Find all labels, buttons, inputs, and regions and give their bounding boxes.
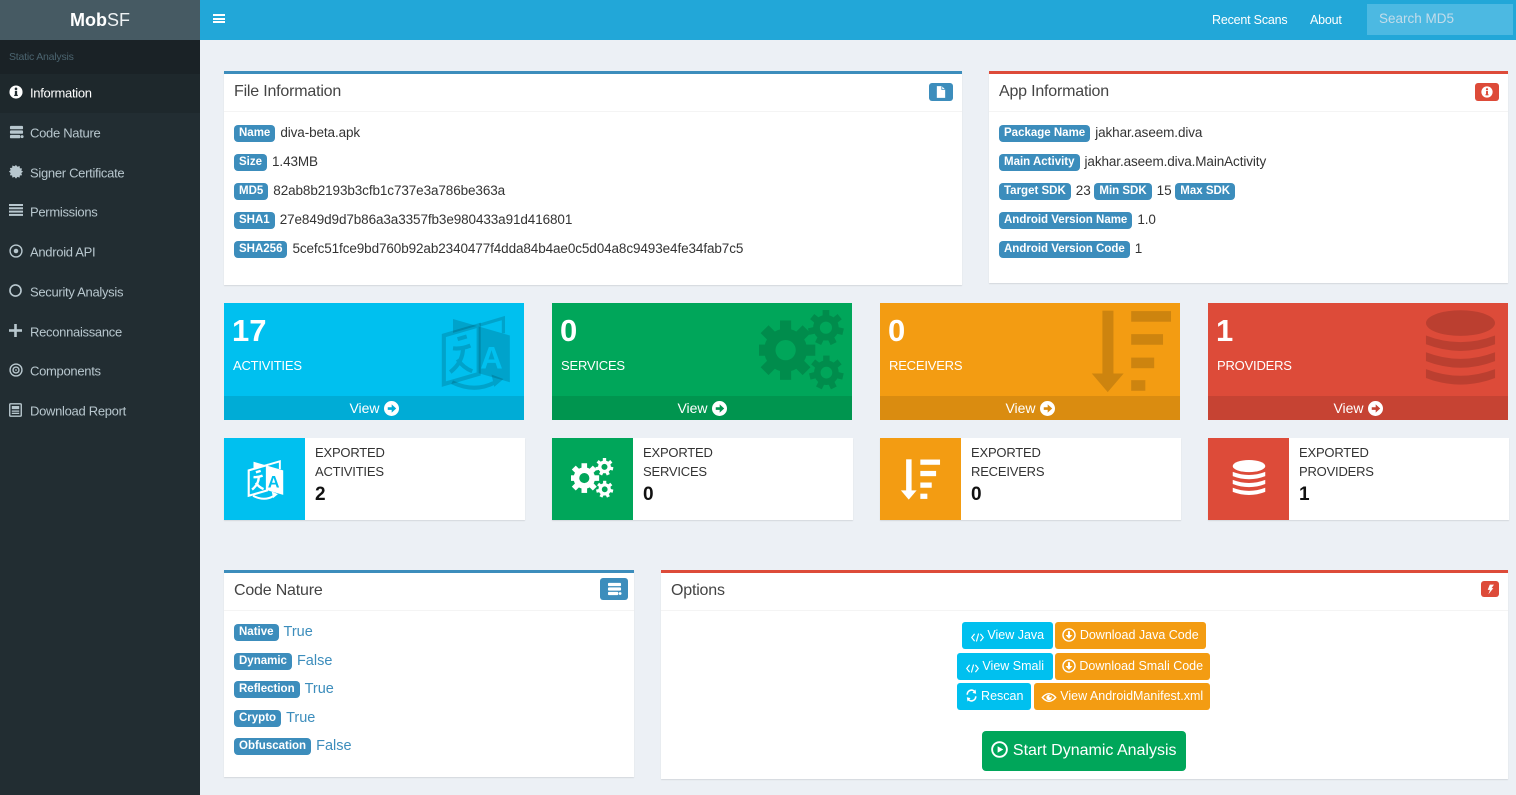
svg-text:A: A: [480, 341, 503, 376]
svg-text:A: A: [267, 474, 279, 492]
